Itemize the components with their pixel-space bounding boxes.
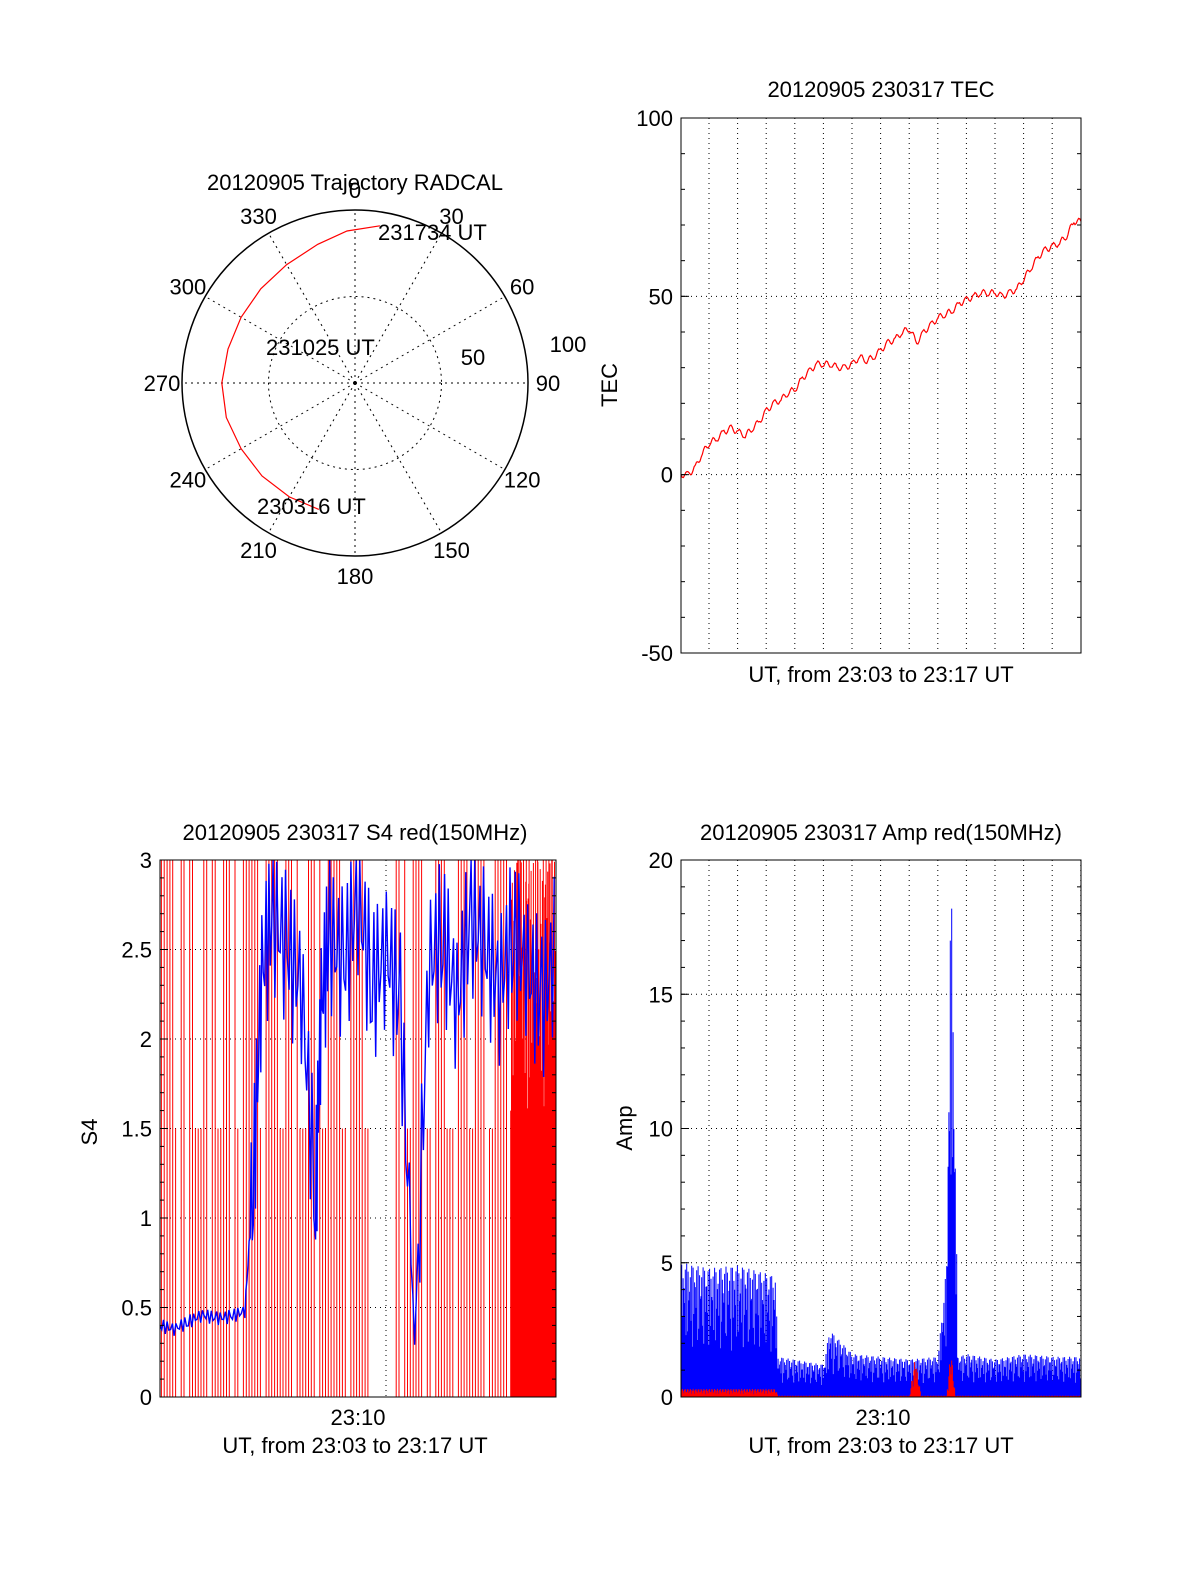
radial-tick-100: 100 xyxy=(550,332,587,357)
polar-spoke xyxy=(204,382,356,470)
y-tick-label: 3 xyxy=(140,848,152,873)
azimuth-label: 330 xyxy=(240,204,277,229)
s4-blue-series xyxy=(159,859,555,1345)
polar-spoke xyxy=(354,382,442,534)
amp-blue-series xyxy=(680,908,1082,1397)
y-tick-label: 0 xyxy=(661,463,673,488)
polar-spoke xyxy=(204,296,356,384)
azimuth-label: 150 xyxy=(433,538,470,563)
amp-xtick-label: 23:10 xyxy=(855,1405,910,1430)
tec-series-line xyxy=(680,217,1082,479)
azimuth-label: 120 xyxy=(504,468,541,493)
polar-spoke xyxy=(268,232,356,384)
annotation-230316: 230316 UT xyxy=(257,494,366,519)
azimuth-label: 300 xyxy=(169,275,206,300)
polar-spoke xyxy=(354,296,506,384)
azimuth-label: 240 xyxy=(169,468,206,493)
tec-xlabel: UT, from 23:03 to 23:17 UT xyxy=(748,662,1013,687)
azimuth-label: 30 xyxy=(439,204,463,229)
polar-outer-circle xyxy=(181,209,529,557)
s4-xtick-label: 23:10 xyxy=(330,1405,385,1430)
y-tick-label: 50 xyxy=(649,284,673,309)
y-tick-label: -50 xyxy=(641,641,673,666)
tec-grid xyxy=(681,117,1081,654)
amp-xlabel: UT, from 23:03 to 23:17 UT xyxy=(748,1433,1013,1458)
tec-ylabel: TEC xyxy=(597,363,622,407)
y-tick-label: 5 xyxy=(661,1251,673,1276)
azimuth-label: 60 xyxy=(510,275,534,300)
y-tick-label: 0 xyxy=(140,1385,152,1410)
y-tick-label: 2.5 xyxy=(121,938,152,963)
amp-y-ticks: 0 5 10 15 20 xyxy=(649,848,1081,1410)
y-tick-label: 100 xyxy=(636,106,673,131)
y-tick-label: 1 xyxy=(140,1206,152,1231)
s4-panel: 20120905 230317 S4 red(150MHz) 0 0.5 1 1.5 2… xyxy=(77,820,557,1458)
trajectory-panel: 20120905 Trajectory RADCAL 0 30 60 90 120 150… xyxy=(144,170,587,589)
y-tick-label: 10 xyxy=(649,1117,673,1142)
y-tick-label: 15 xyxy=(649,982,673,1007)
amp-ylabel: Amp xyxy=(612,1105,637,1150)
polar-azimuth-labels: 0 30 60 90 120 150 180 210 240 270 300 330 xyxy=(144,178,561,589)
azimuth-label: 180 xyxy=(337,564,374,589)
tec-panel: 20120905 230317 TEC -50 0 50 100 TEC UT, fr… xyxy=(597,77,1082,687)
y-tick-label: 1.5 xyxy=(121,1117,152,1142)
azimuth-label: 90 xyxy=(536,371,560,396)
y-tick-label: 2 xyxy=(140,1027,152,1052)
s4-ylabel: S4 xyxy=(77,1119,102,1146)
annotation-231025: 231025 UT xyxy=(266,335,375,360)
azimuth-label: 210 xyxy=(240,538,277,563)
radial-tick-50: 50 xyxy=(461,345,485,370)
s4-title: 20120905 230317 S4 red(150MHz) xyxy=(183,820,528,845)
trajectory-line xyxy=(221,225,380,510)
polar-inner-circle xyxy=(268,296,442,470)
s4-xlabel: UT, from 23:03 to 23:17 UT xyxy=(222,1433,487,1458)
azimuth-label: 270 xyxy=(144,371,181,396)
y-tick-label: 0 xyxy=(661,1385,673,1410)
azimuth-label: 0 xyxy=(349,178,361,203)
tec-title: 20120905 230317 TEC xyxy=(767,77,994,102)
annotation-231734: 231734 UT xyxy=(378,220,487,245)
polar-spoke xyxy=(268,382,356,534)
trajectory-title: 20120905 Trajectory RADCAL xyxy=(207,170,503,195)
polar-grid xyxy=(181,209,529,557)
polar-spoke xyxy=(354,382,506,470)
y-tick-label: 0.5 xyxy=(121,1296,152,1321)
y-tick-label: 20 xyxy=(649,848,673,873)
tec-y-ticks: -50 0 50 100 xyxy=(636,106,1081,666)
amp-panel: 20120905 230317 Amp red(150MHz) 0 5 10 15 20… xyxy=(612,820,1082,1458)
polar-spoke xyxy=(354,232,442,384)
s4-y-ticks: 0 0.5 1 1.5 2 2.5 3 xyxy=(121,848,556,1410)
amp-title: 20120905 230317 Amp red(150MHz) xyxy=(700,820,1062,845)
tec-plot-frame xyxy=(680,117,1082,654)
